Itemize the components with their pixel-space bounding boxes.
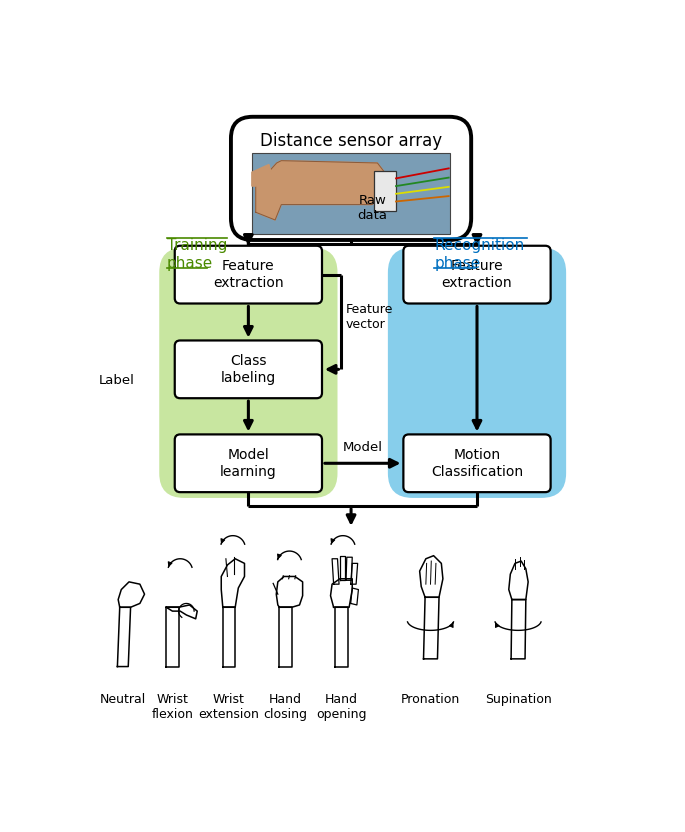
Text: Hand
closing: Hand closing	[264, 693, 308, 721]
FancyBboxPatch shape	[175, 434, 322, 493]
Polygon shape	[511, 600, 526, 659]
Bar	[374, 171, 396, 210]
Polygon shape	[119, 582, 145, 607]
Text: Label: Label	[99, 374, 134, 388]
FancyBboxPatch shape	[175, 245, 322, 304]
FancyBboxPatch shape	[388, 248, 566, 498]
Polygon shape	[509, 561, 528, 600]
Polygon shape	[335, 607, 347, 666]
Polygon shape	[332, 559, 339, 584]
Polygon shape	[279, 607, 292, 666]
Polygon shape	[166, 607, 179, 666]
Polygon shape	[166, 605, 197, 619]
Polygon shape	[331, 579, 352, 607]
Polygon shape	[423, 597, 439, 659]
Text: Raw
data: Raw data	[358, 194, 387, 222]
Text: Class
labeling: Class labeling	[221, 354, 276, 385]
Text: Model
learning: Model learning	[220, 448, 277, 479]
FancyBboxPatch shape	[175, 340, 322, 399]
Text: Pronation: Pronation	[401, 693, 460, 706]
Polygon shape	[221, 559, 245, 607]
Polygon shape	[346, 557, 352, 581]
Text: Neutral: Neutral	[100, 693, 146, 706]
Text: Hand
opening: Hand opening	[316, 693, 366, 721]
Text: Motion
Classification: Motion Classification	[431, 448, 523, 479]
Polygon shape	[223, 607, 235, 666]
Text: Wrist
extension: Wrist extension	[199, 693, 260, 721]
Bar	[252, 153, 450, 234]
Text: Recognition
phase: Recognition phase	[434, 239, 525, 271]
FancyBboxPatch shape	[403, 245, 551, 304]
Text: Model: Model	[342, 441, 383, 454]
Polygon shape	[351, 588, 358, 605]
Text: Feature
extraction: Feature extraction	[442, 259, 512, 290]
Text: Feature
vector: Feature vector	[346, 303, 393, 331]
FancyBboxPatch shape	[403, 434, 551, 493]
Polygon shape	[420, 556, 443, 597]
Polygon shape	[276, 577, 303, 607]
Polygon shape	[340, 556, 345, 581]
FancyBboxPatch shape	[231, 116, 471, 240]
Polygon shape	[252, 165, 273, 186]
Text: Feature
extraction: Feature extraction	[213, 259, 284, 290]
Polygon shape	[256, 161, 388, 220]
Text: Training
phase: Training phase	[167, 239, 227, 271]
Text: Wrist
flexion: Wrist flexion	[151, 693, 193, 721]
Text: Supination: Supination	[485, 693, 551, 706]
Polygon shape	[351, 563, 358, 584]
Polygon shape	[117, 607, 131, 666]
Text: Distance sensor array: Distance sensor array	[260, 132, 442, 151]
FancyBboxPatch shape	[159, 248, 338, 498]
